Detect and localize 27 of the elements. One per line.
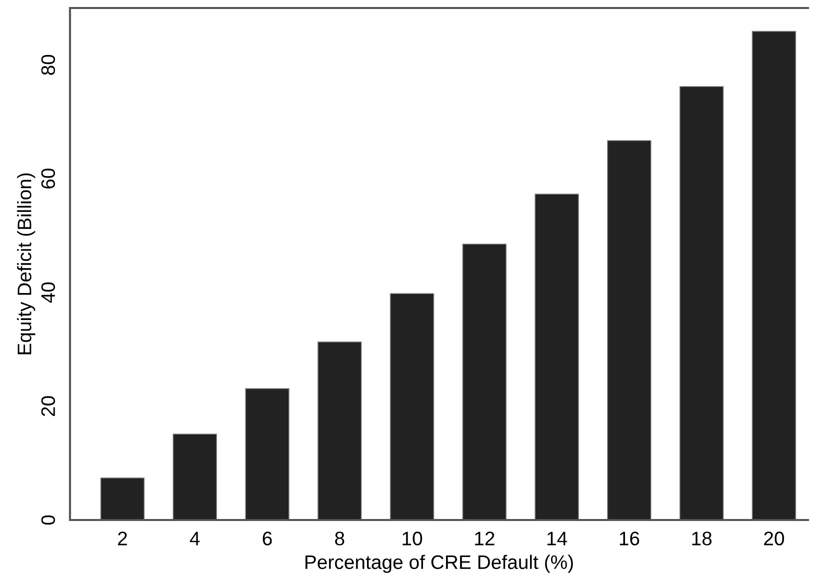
- x-tick-label: 20: [764, 532, 784, 546]
- x-tick-label: 18: [692, 532, 712, 546]
- bar: [462, 244, 507, 520]
- y-tick-label: 20: [41, 396, 56, 416]
- x-tick-label: 4: [190, 532, 200, 546]
- x-tick-label: 12: [475, 532, 494, 546]
- y-axis-title: Equity Deficit (Billion): [17, 173, 36, 354]
- y-tick-label: 40: [41, 282, 56, 303]
- bar: [318, 342, 362, 520]
- y-tick-label: 80: [41, 54, 56, 75]
- bar: [100, 477, 145, 520]
- bar: [679, 86, 724, 520]
- bar: [172, 434, 218, 520]
- bar: [245, 388, 290, 520]
- x-tick-label: 8: [335, 532, 344, 546]
- x-tick-label: 2: [118, 532, 127, 546]
- bar: [534, 194, 579, 520]
- y-tick-label: 0: [41, 515, 56, 525]
- y-tick-label: 60: [41, 168, 56, 188]
- bar: [607, 140, 652, 520]
- bar: [390, 293, 434, 520]
- x-axis-title: Percentage of CRE Default (%): [306, 554, 573, 573]
- x-tick-label: 14: [547, 532, 568, 546]
- x-tick-label: 10: [402, 532, 422, 546]
- x-tick-label: 16: [620, 532, 640, 546]
- bar: [752, 30, 796, 520]
- x-tick-label: 6: [262, 532, 272, 546]
